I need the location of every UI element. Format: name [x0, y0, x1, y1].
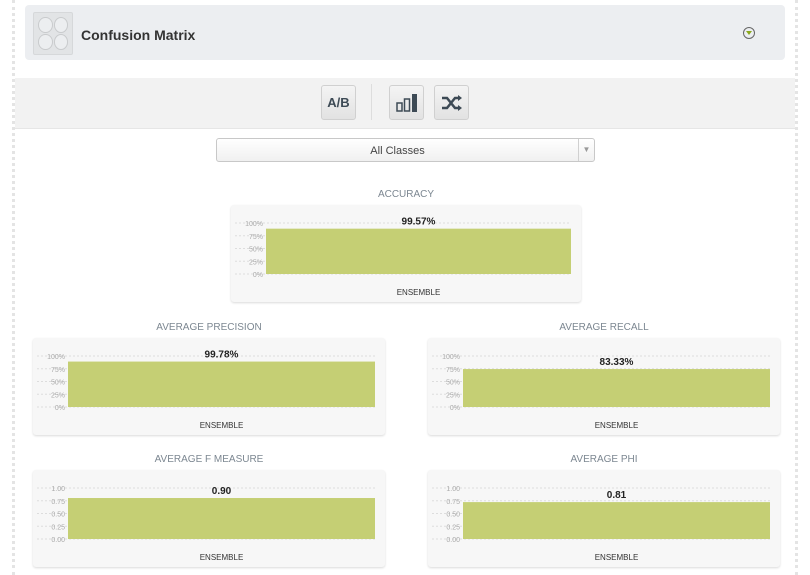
y-tick-label: 100% [245, 221, 263, 228]
bar-chart-button[interactable] [389, 85, 424, 120]
chevron-down-icon[interactable]: ▼ [578, 139, 594, 161]
x-category-label: ENSEMBLE [200, 553, 244, 562]
chart-title: AVERAGE F MEASURE [154, 454, 264, 465]
chart-title: AVERAGE RECALL [559, 322, 649, 333]
shuffle-icon [441, 94, 462, 111]
bar-chart: 0% 25% 50% 75% 100% 99.57% ENSEMBLE [235, 217, 571, 297]
data-label: 0.81 [607, 490, 627, 501]
data-label: 0.90 [212, 486, 232, 497]
collapse-toggle-icon[interactable] [743, 27, 755, 39]
y-tick-label: 75% [51, 367, 65, 374]
y-tick-label: 0.25 [446, 524, 460, 531]
y-tick-label: 25% [446, 392, 460, 399]
y-tick-label: 75% [446, 367, 460, 374]
bar-chart: 0.00 0.25 0.50 0.75 1.00 0.81 ENSEMBLE [432, 486, 770, 562]
y-tick-label: 0.25 [51, 524, 65, 531]
bar-chart-icon [395, 93, 417, 112]
x-category-label: ENSEMBLE [595, 553, 639, 562]
y-tick-label: 0.00 [51, 537, 65, 544]
data-label: 99.78% [205, 350, 239, 361]
y-tick-label: 75% [249, 234, 263, 241]
data-label: 83.33% [600, 357, 634, 368]
y-tick-label: 100% [47, 354, 65, 361]
y-tick-label: 50% [446, 380, 460, 387]
bar[interactable] [266, 228, 571, 274]
y-tick-label: 0.50 [51, 512, 65, 519]
chart-title: ACCURACY [377, 189, 435, 200]
x-category-label: ENSEMBLE [397, 288, 441, 297]
confusion-matrix-icon [33, 12, 73, 55]
y-tick-label: 0.00 [446, 537, 460, 544]
data-label: 99.57% [402, 217, 436, 228]
y-tick-label: 0.50 [446, 512, 460, 519]
x-category-label: ENSEMBLE [200, 421, 244, 430]
chart-title: AVERAGE PHI [570, 454, 638, 465]
class-select-value: All Classes [370, 145, 425, 157]
y-tick-label: 25% [249, 259, 263, 266]
shuffle-button[interactable] [434, 85, 469, 120]
ab-compare-icon: A/B [327, 95, 350, 110]
y-tick-label: 50% [249, 247, 263, 254]
y-tick-label: 1.00 [51, 486, 65, 493]
chart-card: 0% 25% 50% 75% 100% 99.57% ENSEMBLE [231, 205, 581, 302]
bar-chart: 0% 25% 50% 75% 100% 83.33% ENSEMBLE [432, 354, 770, 430]
bar-chart: 0.00 0.25 0.50 0.75 1.00 0.90 ENSEMBLE [37, 486, 375, 562]
toolbar: A/B [15, 78, 795, 129]
class-select[interactable]: All Classes ▼ [216, 138, 595, 162]
bar[interactable] [68, 498, 375, 539]
bar-chart: 0% 25% 50% 75% 100% 99.78% ENSEMBLE [37, 350, 375, 430]
y-tick-label: 0% [55, 405, 65, 412]
chart-card: 0.00 0.25 0.50 0.75 1.00 0.90 ENSEMBLE [33, 470, 385, 567]
x-category-label: ENSEMBLE [595, 421, 639, 430]
toolbar-divider [371, 84, 372, 120]
chart-card: 0% 25% 50% 75% 100% 83.33% ENSEMBLE [428, 338, 780, 435]
panel-header: Confusion Matrix [25, 5, 785, 60]
y-tick-label: 0% [253, 272, 263, 279]
page-frame [12, 0, 798, 575]
bar[interactable] [463, 369, 770, 407]
y-tick-label: 50% [51, 380, 65, 387]
chart-card: 0.00 0.25 0.50 0.75 1.00 0.81 ENSEMBLE [428, 470, 780, 567]
panel-title: Confusion Matrix [81, 27, 196, 43]
chart-card: 0% 25% 50% 75% 100% 99.78% ENSEMBLE [33, 338, 385, 435]
y-tick-label: 0% [450, 405, 460, 412]
y-tick-label: 100% [442, 354, 460, 361]
chart-title: AVERAGE PRECISION [156, 322, 262, 333]
bar[interactable] [463, 502, 770, 539]
y-tick-label: 0.75 [446, 499, 460, 506]
bar[interactable] [68, 361, 375, 407]
y-tick-label: 1.00 [446, 486, 460, 493]
y-tick-label: 0.75 [51, 499, 65, 506]
y-tick-label: 25% [51, 392, 65, 399]
ab-compare-button[interactable]: A/B [321, 85, 356, 120]
